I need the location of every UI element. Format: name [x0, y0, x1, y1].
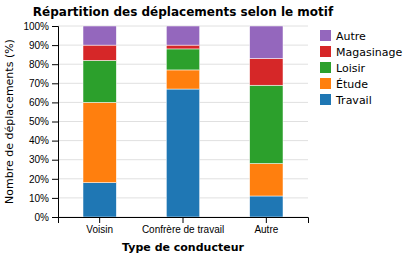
tick: 50%	[29, 116, 58, 127]
bar	[250, 26, 283, 58]
tick-mark	[52, 102, 58, 103]
legend-label: Magasinage	[336, 46, 402, 59]
tick-mark	[52, 64, 58, 65]
tick-mark	[99, 217, 100, 223]
tick-mark	[52, 141, 58, 142]
legend-label: Loisir	[336, 62, 366, 75]
legend-item: Étude	[320, 78, 368, 91]
legend-item: Loisir	[320, 62, 366, 75]
tick-mark	[183, 217, 184, 223]
bar	[166, 49, 199, 70]
legend-label: Autre	[336, 30, 366, 43]
tick: 100%	[23, 21, 58, 32]
bar	[250, 85, 283, 163]
tick-mark	[52, 45, 58, 46]
tick-mark	[52, 83, 58, 84]
tick: Confrère de travail	[142, 217, 224, 235]
tick: 70%	[29, 78, 58, 89]
bar	[250, 58, 283, 85]
bars	[83, 26, 283, 217]
legend-item: Autre	[320, 30, 366, 43]
bar	[83, 102, 116, 182]
tick-label: 50%	[29, 116, 49, 127]
axis-line	[59, 218, 309, 224]
tick: 40%	[29, 135, 58, 146]
tick-label: 20%	[29, 174, 49, 185]
tick: Voisin	[86, 217, 113, 235]
bar	[250, 196, 283, 217]
bar	[83, 183, 116, 217]
tick: Autre	[254, 217, 278, 235]
legend-swatch	[320, 46, 331, 57]
bar	[166, 89, 199, 217]
axis-line	[52, 27, 59, 218]
tick: 0%	[35, 212, 58, 223]
bar	[83, 26, 116, 45]
legend: Autre Magasinage Loisir Étude Travail	[320, 30, 402, 107]
tick-mark	[52, 26, 58, 27]
bar	[83, 60, 116, 102]
series	[83, 26, 283, 58]
tick-label: 40%	[29, 135, 49, 146]
tick-label: Confrère de travail	[142, 224, 224, 235]
tick: 90%	[29, 40, 58, 51]
tick-mark	[266, 217, 267, 223]
tick-label: 70%	[29, 78, 49, 89]
tick: 60%	[29, 97, 58, 108]
tick: 30%	[29, 154, 58, 165]
tick-mark	[52, 198, 58, 199]
bar	[166, 26, 199, 45]
tick: 80%	[29, 59, 58, 70]
legend-item: Magasinage	[320, 46, 402, 59]
title: Répartition des déplacements selon le mo…	[33, 5, 334, 19]
tick-label: 10%	[29, 193, 49, 204]
tick-mark	[52, 122, 58, 123]
tick-label: Autre	[254, 224, 278, 235]
legend-swatch	[320, 62, 331, 73]
grid	[58, 26, 308, 217]
y-axis-title: Nombre de déplacements (%)	[3, 39, 16, 204]
bar	[250, 164, 283, 196]
x-axis: Voisin Confrère de travail Autre	[59, 217, 309, 235]
bar	[83, 45, 116, 60]
legend-item: Travail	[320, 94, 372, 107]
tick-label: 0%	[35, 212, 50, 223]
tick-label: 60%	[29, 97, 49, 108]
tick: 10%	[29, 193, 58, 204]
legend-swatch	[320, 78, 331, 89]
tick: 20%	[29, 174, 58, 185]
bar	[166, 70, 199, 89]
tick-label: 30%	[29, 154, 49, 165]
x-axis-title: Type de conducteur	[122, 241, 244, 254]
plot: 0% 10% 20% 30% 40% 50% 60% 70% 80% 90% 100% Voisin C…	[23, 21, 308, 235]
tick-mark	[52, 160, 58, 161]
tick-label: 90%	[29, 40, 49, 51]
bar	[166, 45, 199, 49]
tick-label: 80%	[29, 59, 49, 70]
legend-swatch	[320, 30, 331, 41]
tick-mark	[52, 217, 58, 218]
series	[83, 49, 283, 164]
legend-label: Étude	[336, 78, 368, 91]
tick-mark	[52, 179, 58, 180]
tick-label: Voisin	[86, 224, 113, 235]
tick-label: 100%	[23, 21, 49, 32]
legend-swatch	[320, 94, 331, 105]
legend-label: Travail	[335, 94, 372, 107]
chart: 0% 10% 20% 30% 40% 50% 60% 70% 80% 90% 100% Voisin C…	[0, 0, 408, 257]
y-axis: 0% 10% 20% 30% 40% 50% 60% 70% 80% 90% 100%	[23, 21, 58, 223]
